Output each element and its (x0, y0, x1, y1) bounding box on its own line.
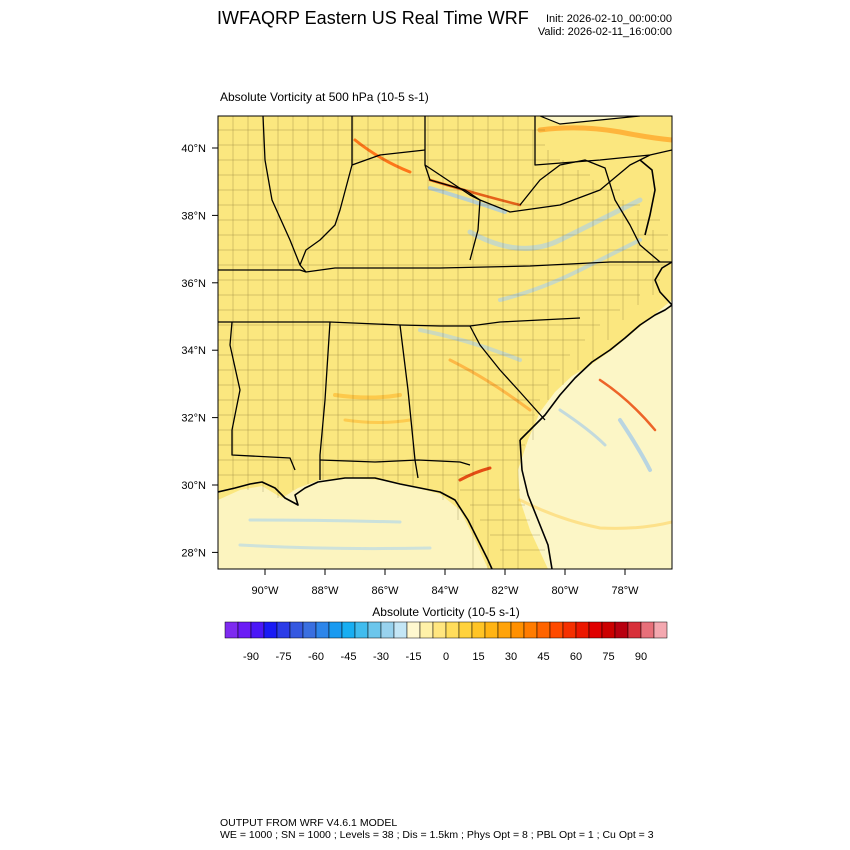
colorbar-swatch (640, 621, 655, 639)
colorbar-swatch (484, 621, 499, 639)
model-info: OUTPUT FROM WRF V4.6.1 MODEL WE = 1000 ;… (220, 817, 654, 841)
plot-title: IWFAQRP Eastern US Real Time WRF (217, 8, 529, 28)
colorbar-swatch (575, 621, 590, 639)
lat-label: 40°N (181, 143, 206, 155)
colorbar-swatch (588, 621, 603, 639)
lat-label: 38°N (181, 210, 206, 222)
colorbar-swatch (523, 621, 538, 639)
lon-label: 80°W (551, 585, 579, 597)
colorbar-swatch (510, 621, 525, 639)
colorbar-tick-label: 30 (505, 651, 517, 663)
colorbar-tick-label: 45 (537, 651, 549, 663)
lon-label: 82°W (491, 585, 519, 597)
longitude-labels: 90°W 88°W 86°W 84°W 82°W 80°W 78°W (251, 585, 639, 597)
map-area (218, 116, 672, 569)
colorbar-tick-label: -75 (276, 651, 292, 663)
colorbar-swatch (367, 621, 382, 639)
colorbar-swatch (458, 621, 473, 639)
colorbar-tick-labels: -90 -75 -60 -45 -30 -15 0 15 30 45 60 75 90 (243, 651, 647, 663)
colorbar-tick-label: -45 (341, 651, 357, 663)
colorbar-tick-label: -90 (243, 651, 259, 663)
colorbar-swatch (224, 621, 239, 639)
colorbar-swatch (445, 621, 460, 639)
colorbar-swatch (250, 621, 265, 639)
colorbar-swatch (536, 621, 551, 639)
coastline (218, 159, 672, 569)
colorbar-title: Absolute Vorticity (10-5 s-1) (372, 605, 520, 619)
longitude-ticks (264, 569, 626, 575)
colorbar-swatch (653, 621, 668, 639)
lon-label: 88°W (311, 585, 339, 597)
county-lines (218, 116, 668, 569)
colorbar-tick-label: -60 (308, 651, 324, 663)
lon-label: 86°W (371, 585, 399, 597)
colorbar-tick-label: 15 (472, 651, 484, 663)
colorbar-swatch (315, 621, 330, 639)
colorbar-swatch (614, 621, 629, 639)
lat-label: 36°N (181, 278, 206, 290)
colorbar-tick-label: 75 (602, 651, 614, 663)
valid-time: Valid: 2026-02-11_16:00:00 (537, 26, 672, 38)
lat-label: 34°N (181, 345, 206, 357)
colorbar (224, 621, 668, 639)
colorbar-swatch (627, 621, 642, 639)
colorbar-swatch (432, 621, 447, 639)
colorbar-swatch (471, 621, 486, 639)
colorbar-swatch (562, 621, 577, 639)
colorbar-swatch (302, 621, 317, 639)
colorbar-swatch (289, 621, 304, 639)
run-times: Init: 2026-02-10_00:00:00 Valid: 2026-02… (500, 13, 672, 39)
colorbar-swatch (419, 621, 434, 639)
colorbar-tick-label: 60 (570, 651, 582, 663)
lon-label: 84°W (431, 585, 459, 597)
colorbar-swatch (237, 621, 252, 639)
colorbar-swatch (328, 621, 343, 639)
colorbar-tick-label: -15 (406, 651, 422, 663)
colorbar-swatch (601, 621, 616, 639)
colorbar-swatch (276, 621, 291, 639)
model-version: OUTPUT FROM WRF V4.6.1 MODEL (220, 817, 398, 829)
colorbar-tick-label: 90 (635, 651, 647, 663)
lon-label: 78°W (611, 585, 639, 597)
colorbar-tick-label: 0 (443, 651, 449, 663)
lat-label: 28°N (181, 547, 206, 559)
field-title: Absolute Vorticity at 500 hPa (10-5 s-1) (220, 90, 429, 104)
lat-label: 30°N (181, 480, 206, 492)
colorbar-swatch (341, 621, 356, 639)
colorbar-swatch (549, 621, 564, 639)
colorbar-swatch (393, 621, 408, 639)
colorbar-swatch (354, 621, 369, 639)
lat-label: 32°N (181, 413, 206, 425)
latitude-labels: 40°N 38°N 36°N 34°N 32°N 30°N 28°N (181, 143, 206, 559)
latitude-ticks (212, 147, 218, 553)
colorbar-swatch (263, 621, 278, 639)
colorbar-swatch (497, 621, 512, 639)
colorbar-swatch (380, 621, 395, 639)
colorbar-swatch (406, 621, 421, 639)
model-settings: WE = 1000 ; SN = 1000 ; Levels = 38 ; Di… (220, 829, 654, 841)
lon-label: 90°W (251, 585, 279, 597)
lake (539, 116, 641, 125)
colorbar-tick-label: -30 (373, 651, 389, 663)
init-time: Init: 2026-02-10_00:00:00 (546, 13, 672, 25)
state-boundaries (218, 116, 672, 480)
